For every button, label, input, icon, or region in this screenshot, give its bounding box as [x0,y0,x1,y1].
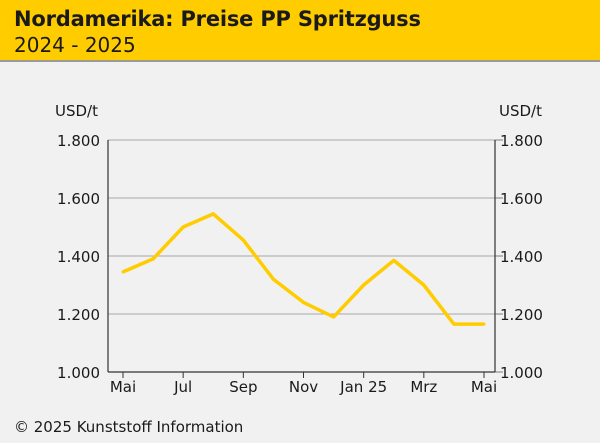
x-tick-label: Mai [110,378,136,396]
data-point [362,283,366,287]
data-point [181,225,185,229]
x-tick-label: Nov [289,378,318,396]
x-tick-label: Sep [229,378,257,396]
data-point [241,238,245,242]
y-unit-right: USD/t [499,102,542,120]
axes [107,140,496,378]
data-point [271,277,275,281]
y-unit-left: USD/t [55,102,98,120]
y-tick-label-left: 1.400 [57,248,100,266]
data-point [211,212,215,216]
series [121,212,486,326]
y-tick-label-left: 1.200 [57,306,100,324]
copyright-footer: © 2025 Kunststoff Information [14,418,244,436]
data-point [302,300,305,304]
y-tick-label-right: 1.000 [500,364,543,382]
y-tick-label-left: 1.000 [57,364,100,382]
data-point [482,322,486,326]
x-tick-label: Mai [471,378,497,396]
y-tick-label-left: 1.600 [57,190,100,208]
data-point [392,258,396,262]
header-bar: Nordamerika: Preise PP Spritzguss 2024 -… [0,0,600,62]
x-tick-label: Jan 25 [339,378,387,396]
data-point [151,257,155,261]
grid-lines [108,139,503,373]
x-tick-label: Jul [173,378,192,396]
axis-labels: 1.000 1.000 1.200 1.200 1.400 1.400 1.600 1.600… [55,102,543,396]
chart-subtitle: 2024 - 2025 [14,33,136,57]
chart-title: Nordamerika: Preise PP Spritzguss [14,7,421,31]
data-point [121,270,125,274]
data-point [332,315,336,319]
y-tick-label-right: 1.400 [500,248,543,266]
y-tick-label-right: 1.200 [500,306,543,324]
y-tick-label-right: 1.800 [500,132,543,150]
series-line [122,212,484,326]
y-tick-label-right: 1.600 [500,190,543,208]
data-point [452,322,456,326]
y-tick-label-left: 1.800 [57,132,100,150]
x-tick-label: Mrz [410,378,437,396]
data-point [422,283,426,287]
